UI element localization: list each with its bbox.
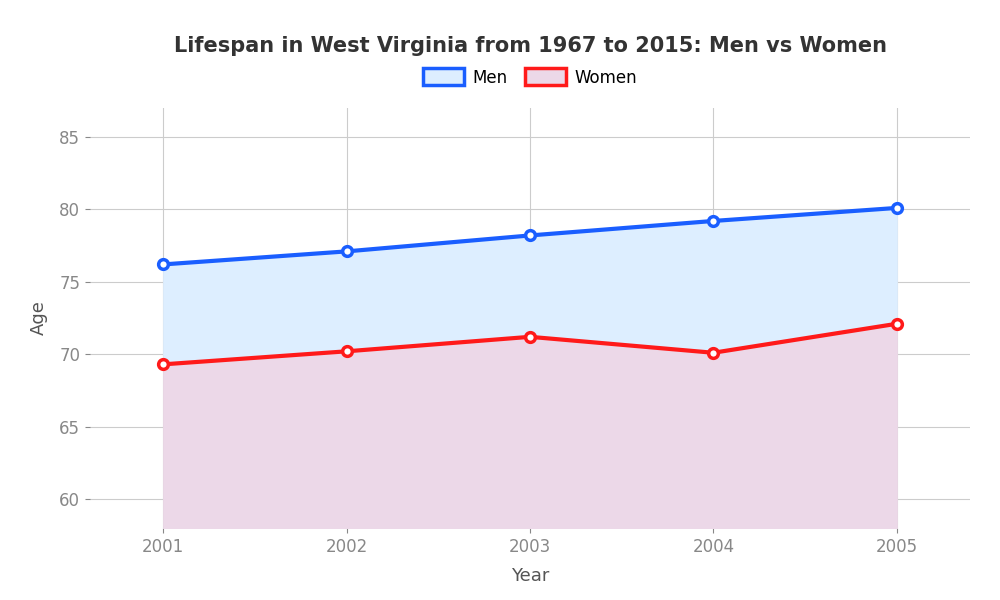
Legend: Men, Women: Men, Women xyxy=(416,62,644,93)
Y-axis label: Age: Age xyxy=(30,301,48,335)
Title: Lifespan in West Virginia from 1967 to 2015: Men vs Women: Lifespan in West Virginia from 1967 to 2… xyxy=(174,37,887,56)
X-axis label: Year: Year xyxy=(511,567,549,585)
